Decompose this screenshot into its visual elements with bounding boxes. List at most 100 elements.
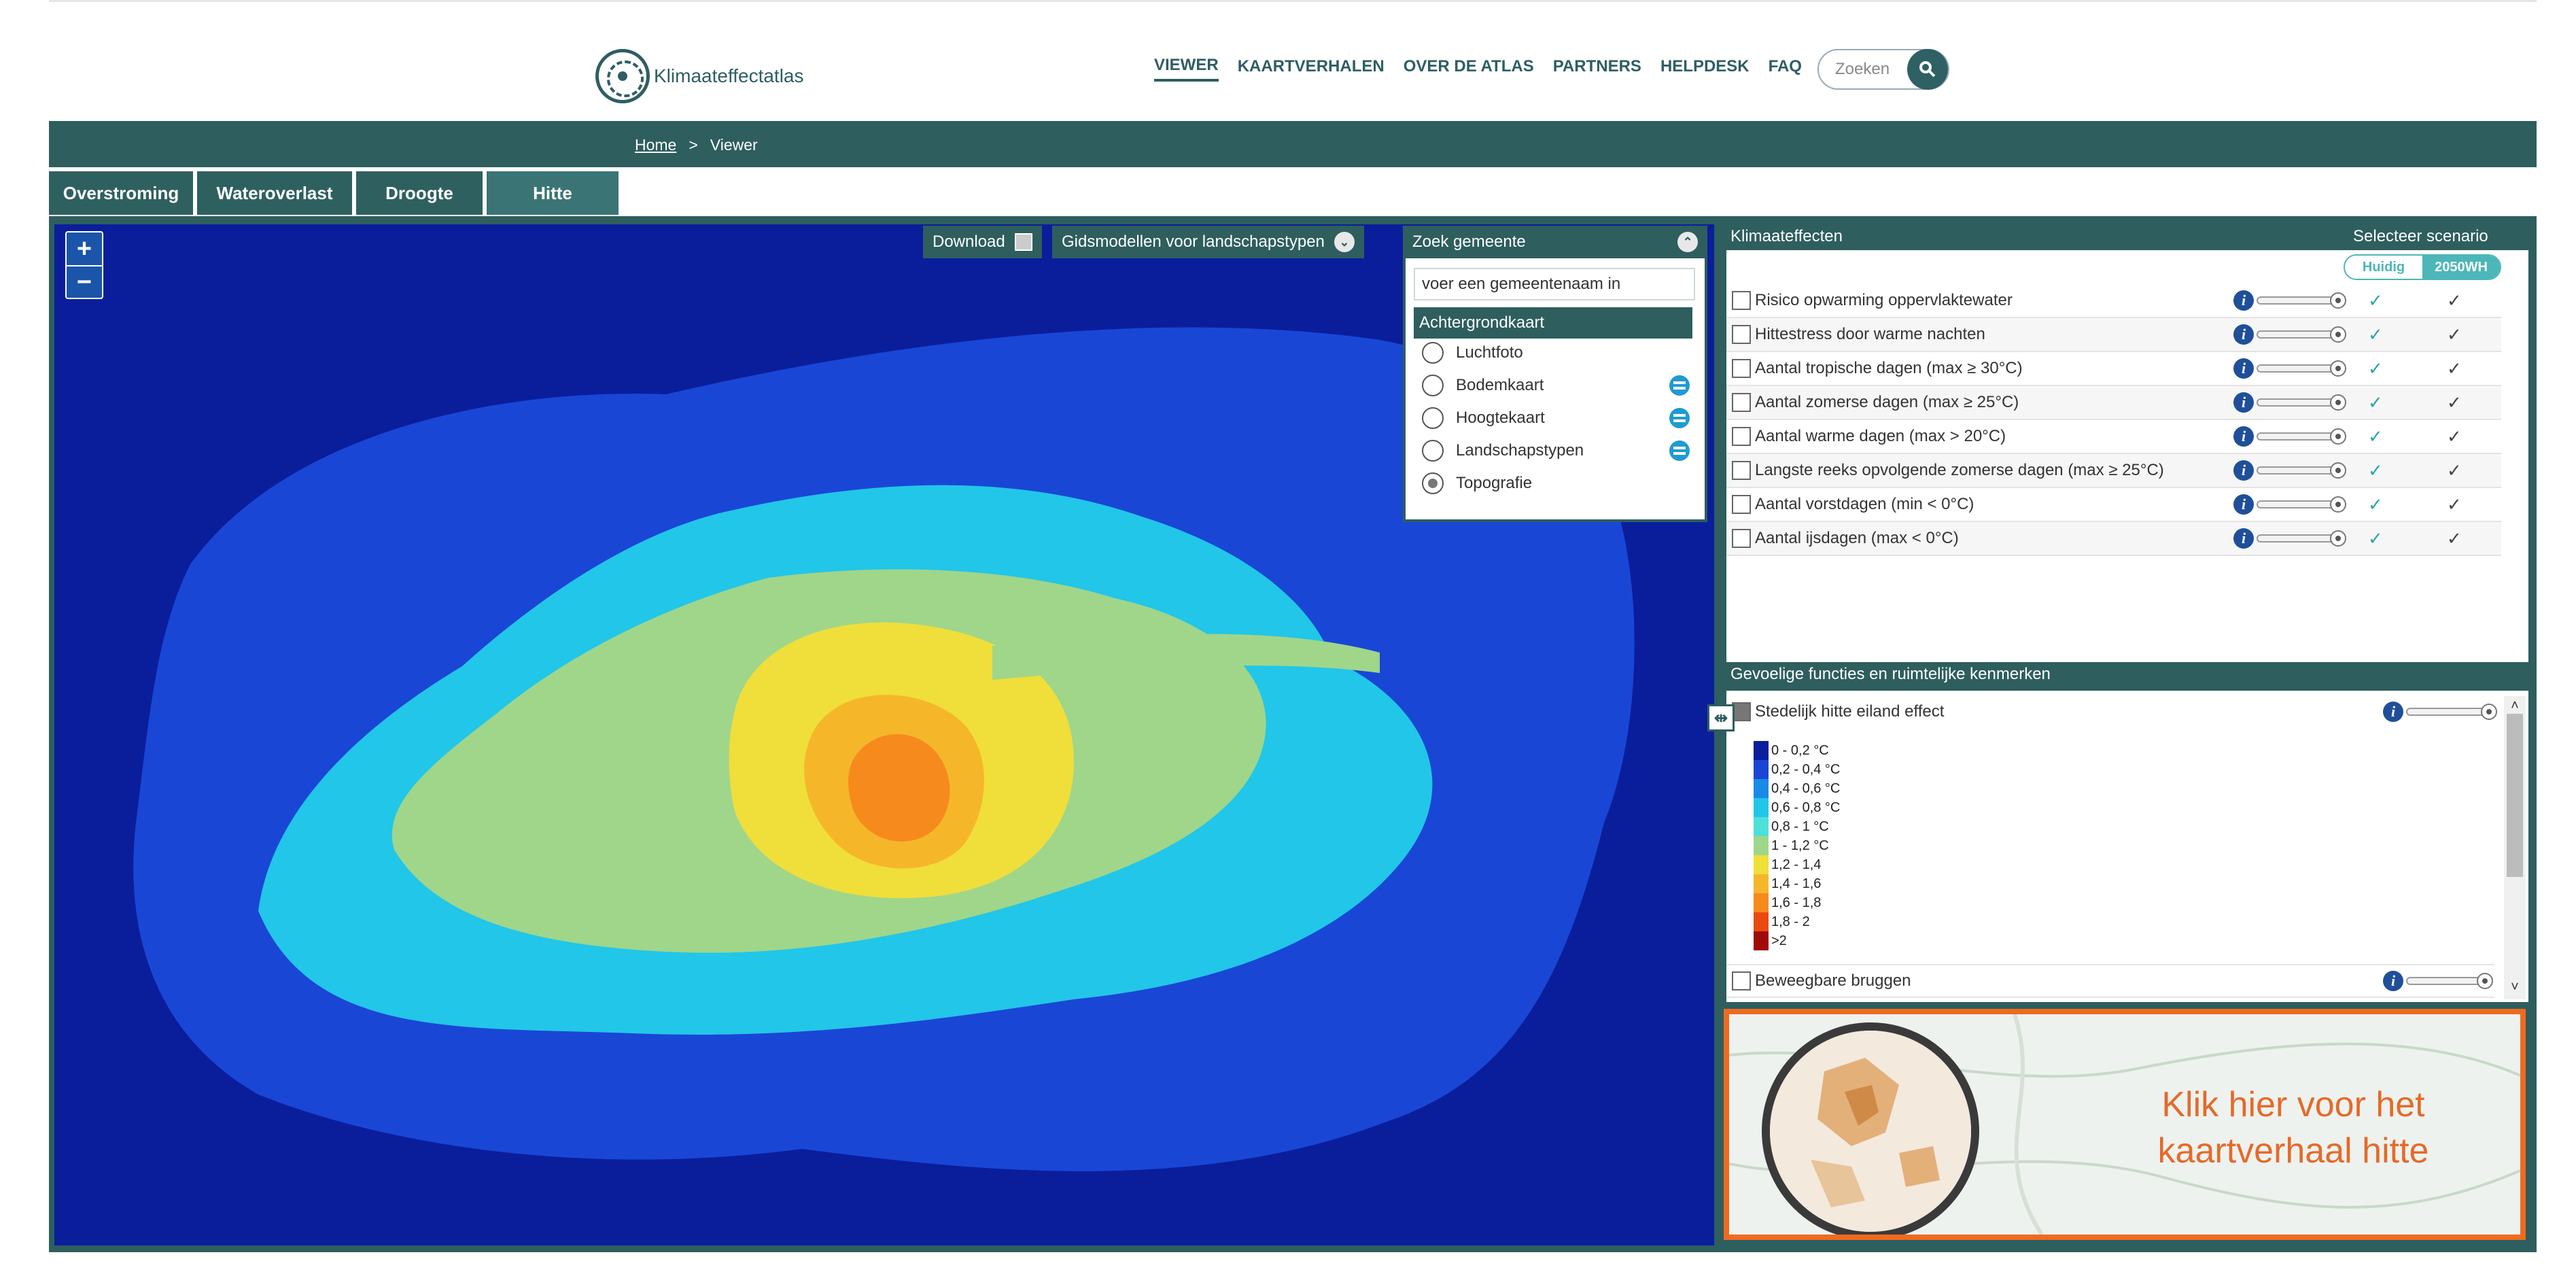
check-icon[interactable]: ✓ [2447, 426, 2462, 447]
row-checkbox[interactable] [1732, 529, 1751, 548]
check-icon[interactable]: ✓ [2447, 290, 2462, 311]
layer-icon[interactable] [1669, 375, 1690, 396]
check-icon[interactable]: ✓ [2447, 494, 2462, 515]
slider-knob[interactable] [2330, 530, 2346, 547]
scroll-down-icon[interactable]: ˅ [2511, 979, 2519, 995]
check-icon[interactable]: ✓ [2447, 358, 2462, 379]
promo-text[interactable]: Klik hier voor het kaartverhaal hitte [2083, 1082, 2504, 1174]
slider-knob[interactable] [2330, 462, 2346, 479]
slider-knob[interactable] [2330, 360, 2346, 377]
row-checkbox[interactable] [1732, 393, 1751, 412]
opacity-slider[interactable] [2257, 296, 2338, 305]
info-icon[interactable]: i [2233, 528, 2254, 549]
row-checkbox[interactable] [1732, 971, 1751, 990]
slider-knob[interactable] [2477, 973, 2493, 989]
check-icon[interactable]: ✓ [2368, 358, 2383, 379]
opacity-slider[interactable] [2406, 708, 2488, 716]
opacity-slider[interactable] [2257, 534, 2338, 542]
info-icon[interactable]: i [2383, 702, 2403, 722]
radio-bodemkaart[interactable]: Bodemkaart [1422, 370, 1544, 401]
slider-knob[interactable] [2330, 428, 2346, 445]
zoom-in-button[interactable]: + [76, 234, 92, 263]
opacity-slider[interactable] [2257, 398, 2338, 407]
tab-overstroming[interactable]: Overstroming [49, 171, 193, 215]
info-icon[interactable]: i [2383, 971, 2403, 991]
search-button[interactable] [1907, 49, 1948, 90]
slider-knob[interactable] [2330, 292, 2346, 309]
check-icon[interactable]: ✓ [2368, 324, 2383, 345]
info-icon[interactable]: i [2233, 290, 2254, 311]
slider-knob[interactable] [2330, 496, 2346, 513]
opacity-slider[interactable] [2257, 466, 2338, 475]
kaartverhaal-promo[interactable]: Klik hier voor het kaartverhaal hitte [1724, 1009, 2526, 1240]
row-label: Hittestress door warme nachten [1755, 325, 1985, 343]
slider-knob[interactable] [2481, 704, 2497, 720]
opacity-slider[interactable] [2257, 500, 2338, 508]
nav-partners[interactable]: PARTNERS [1552, 57, 1641, 75]
check-icon[interactable]: ✓ [2447, 324, 2462, 345]
row-checkbox[interactable] [1732, 359, 1751, 378]
scrollbar-thumb[interactable] [2507, 714, 2523, 877]
tab-wateroverlast[interactable]: Wateroverlast [197, 171, 352, 215]
check-icon[interactable]: ✓ [2447, 460, 2462, 481]
download-button[interactable]: Download [923, 226, 1042, 258]
legend-swatch [1754, 779, 1769, 798]
info-icon[interactable]: i [2233, 358, 2254, 379]
nav-helpdesk[interactable]: HELPDESK [1660, 57, 1750, 75]
zoek-gemeente-label: Zoek gemeente [1412, 232, 1526, 251]
check-icon[interactable]: ✓ [2447, 392, 2462, 413]
opacity-slider[interactable] [2257, 364, 2338, 373]
radio-hoogtekaart[interactable]: Hoogtekaart [1422, 402, 1545, 434]
info-icon[interactable]: i [2233, 392, 2254, 413]
gevoelige-panel [1726, 691, 2528, 1002]
info-icon[interactable]: i [2233, 494, 2254, 515]
opacity-slider[interactable] [2257, 432, 2338, 441]
scenario-huidig[interactable]: Huidig [2345, 256, 2422, 279]
gidsmodellen-dropdown[interactable]: Gidsmodellen voor landschapstypen ⌄ [1052, 226, 1364, 258]
slider-knob[interactable] [2330, 394, 2346, 411]
check-icon[interactable]: ✓ [2368, 494, 2383, 515]
scenario-toggle[interactable]: Huidig 2050WH [2344, 254, 2501, 280]
slider-knob[interactable] [2330, 326, 2346, 343]
info-icon[interactable]: i [2233, 426, 2254, 447]
gemeente-search-input[interactable]: voer een gemeentenaam in [1414, 268, 1695, 300]
layer-icon[interactable] [1669, 408, 1690, 428]
site-logo[interactable]: Klimaateffectatlas [595, 49, 804, 103]
info-icon[interactable]: i [2233, 460, 2254, 481]
row-checkbox[interactable] [1732, 291, 1751, 310]
check-icon[interactable]: ✓ [2447, 528, 2462, 549]
nav-faq[interactable]: FAQ [1768, 57, 1802, 75]
radio-luchtfoto[interactable]: Luchtfoto [1422, 337, 1523, 368]
check-icon[interactable]: ✓ [2368, 460, 2383, 481]
row-checkbox[interactable] [1732, 461, 1751, 480]
nav-viewer[interactable]: VIEWER [1154, 56, 1219, 82]
zoom-out-button[interactable]: − [67, 265, 102, 298]
zoek-gemeente-header[interactable]: Zoek gemeente ⌃ [1403, 226, 1707, 258]
nav-kaartverhalen[interactable]: KAARTVERHALEN [1237, 57, 1385, 75]
info-icon[interactable]: i [2233, 324, 2254, 345]
layer-icon[interactable] [1669, 441, 1690, 461]
radio-topografie[interactable]: Topografie [1422, 468, 1532, 499]
check-icon[interactable]: ✓ [2368, 426, 2383, 447]
check-icon[interactable]: ✓ [2368, 528, 2383, 549]
check-icon[interactable]: ✓ [2368, 392, 2383, 413]
row-checkbox[interactable] [1732, 325, 1751, 344]
row-checkbox[interactable] [1732, 427, 1751, 446]
scenario-2050wh[interactable]: 2050WH [2422, 256, 2500, 279]
opacity-slider[interactable] [2406, 977, 2488, 985]
tab-hitte[interactable]: Hitte [487, 171, 619, 215]
row-checkbox[interactable] [1732, 495, 1751, 514]
radio-landschapstypen[interactable]: Landschapstypen [1422, 435, 1584, 466]
legend-swatch [1754, 836, 1769, 855]
scroll-up-icon[interactable]: ˄ [2511, 697, 2519, 713]
row-checkbox[interactable] [1732, 702, 1751, 721]
tab-droogte[interactable]: Droogte [356, 171, 483, 215]
split-drag-handle[interactable]: ⇹ [1707, 704, 1735, 731]
heat-map-layer [54, 224, 1714, 1245]
check-icon[interactable]: ✓ [2368, 290, 2383, 311]
opacity-slider[interactable] [2257, 330, 2338, 339]
heat-map[interactable] [54, 224, 1714, 1245]
nav-over-de-atlas[interactable]: OVER DE ATLAS [1403, 57, 1534, 75]
promo-line-2: kaartverhaal hitte [2157, 1131, 2429, 1171]
breadcrumb-home[interactable]: Home [635, 136, 677, 154]
